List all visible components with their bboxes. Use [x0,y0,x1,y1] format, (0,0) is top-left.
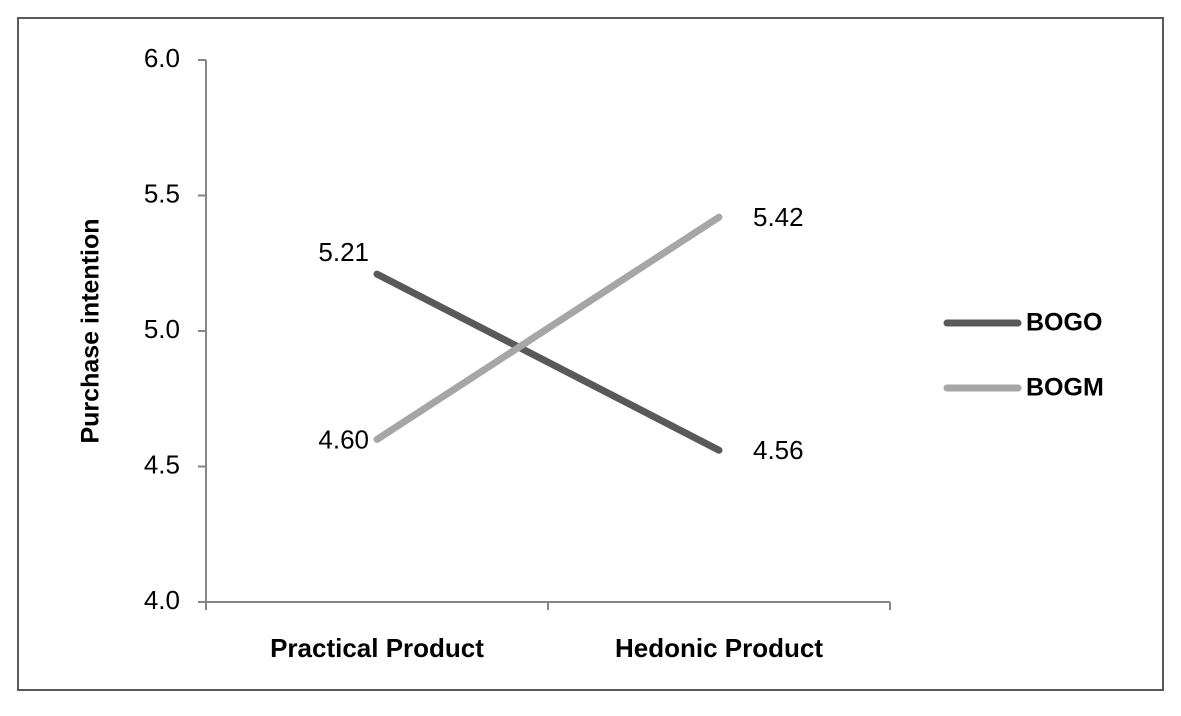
series-line [373,213,723,443]
y-tick-label: 5.5 [144,178,180,208]
chart-border [17,17,1164,691]
y-axis-label: Purchase intention [77,218,105,443]
y-tick-label: 4.0 [144,585,180,615]
data-label: 4.60 [318,424,369,454]
x-tick-label: Practical Product [270,633,484,663]
y-tick-label: 4.5 [144,449,180,479]
y-tick-label: 6.0 [144,43,180,73]
series-line [373,270,723,454]
x-tick-label: Hedonic Product [615,633,823,663]
y-tick-label: 5.0 [144,314,180,344]
data-label: 5.42 [753,202,804,232]
data-label: 5.21 [318,237,369,267]
legend-label: BOGO [1026,309,1102,337]
data-label: 4.56 [753,435,804,465]
legend-label: BOGM [1026,374,1104,402]
